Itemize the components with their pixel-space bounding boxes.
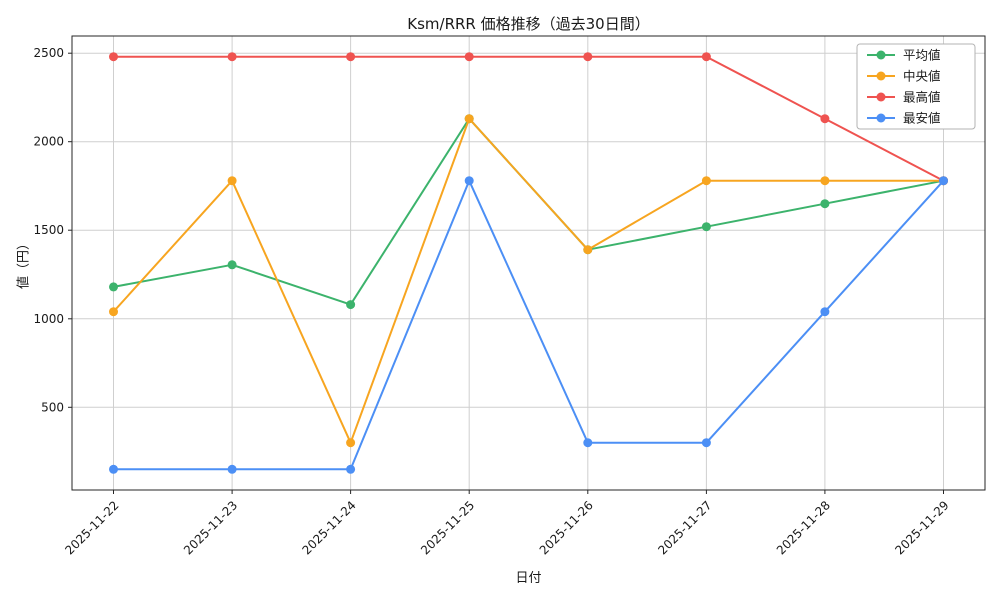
y-tick-label: 2500: [33, 46, 64, 60]
y-tick-label: 2000: [33, 135, 64, 149]
series-marker-highest: [227, 52, 237, 62]
x-tick-label: 2025-11-28: [774, 498, 833, 557]
plot-border: [71, 35, 986, 491]
series-highest: [109, 52, 948, 186]
series-marker-lowest: [820, 307, 830, 317]
series-line-highest: [113, 55, 944, 182]
series-marker-average: [701, 222, 711, 232]
series-marker-highest: [109, 52, 118, 62]
y-axis-label: 値（円）: [16, 236, 32, 290]
series-marker-average: [227, 260, 237, 270]
legend-label-highest: 最高値: [903, 90, 941, 105]
y-axis-ticks: 500 1000 1500 2000 2500: [33, 46, 72, 414]
series-marker-median: [464, 114, 474, 124]
series-lowest: [109, 176, 948, 474]
legend-marker-median: [876, 71, 886, 81]
series-marker-lowest: [346, 464, 356, 474]
y-tick-label: 500: [41, 400, 64, 414]
series-marker-lowest: [109, 464, 118, 474]
series-marker-median: [109, 307, 118, 317]
series-average: [109, 114, 948, 310]
legend-label-average: 平均値: [903, 48, 941, 63]
series-marker-highest: [346, 52, 356, 62]
x-tick-label: 2025-11-25: [418, 498, 477, 557]
series-marker-lowest: [939, 176, 948, 186]
x-tick-label: 2025-11-22: [62, 498, 121, 557]
y-tick-label: 1500: [33, 223, 64, 237]
grid-lines: [72, 36, 985, 490]
series-marker-lowest: [227, 464, 237, 474]
series-marker-highest: [583, 52, 593, 62]
y-tick-label: 1000: [33, 312, 64, 326]
x-tick-label: 2025-11-23: [181, 498, 240, 557]
x-tick-label: 2025-11-27: [655, 498, 714, 557]
legend-marker-lowest: [876, 113, 886, 123]
series-marker-highest: [464, 52, 474, 62]
series-marker-median: [227, 176, 237, 186]
series-median: [109, 114, 948, 448]
x-tick-label: 2025-11-24: [300, 498, 359, 557]
chart-title: Ksm/RRR 価格推移（過去30日間）: [407, 15, 650, 33]
series-marker-lowest: [583, 438, 593, 448]
legend-label-lowest: 最安値: [903, 111, 941, 126]
x-axis-ticks: 2025-11-22 2025-11-23 2025-11-24 2025-11-25…: [62, 490, 952, 557]
x-tick-label: 2025-11-29: [892, 498, 951, 557]
series-marker-median: [346, 438, 356, 448]
series-line-lowest: [113, 179, 945, 471]
series-line-average: [113, 117, 944, 306]
legend-marker-average: [876, 50, 886, 60]
x-tick-label: 2025-11-26: [537, 498, 596, 557]
series-line-median: [112, 117, 944, 444]
series-marker-average: [109, 282, 118, 292]
series-marker-average: [820, 199, 830, 209]
series-marker-highest: [820, 114, 830, 124]
series-marker-median: [701, 176, 711, 186]
x-axis-label: 日付: [515, 571, 542, 586]
legend-marker-highest: [876, 92, 886, 102]
series-marker-median: [583, 245, 593, 255]
series-marker-highest: [701, 52, 711, 62]
series-marker-lowest: [464, 176, 474, 186]
series-marker-median: [820, 176, 830, 186]
series-marker-average: [346, 300, 356, 310]
legend-box: [856, 43, 976, 130]
series-marker-lowest: [701, 438, 711, 448]
legend-label-median: 中央値: [903, 69, 941, 84]
